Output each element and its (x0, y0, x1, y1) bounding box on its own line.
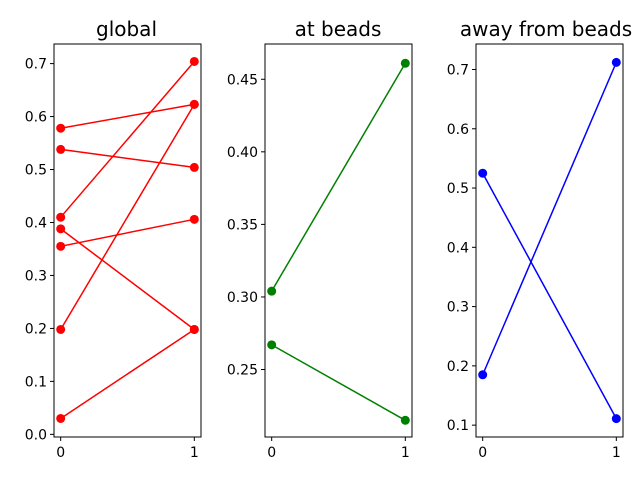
x-tick-label-away-from-beads: 0 (478, 445, 487, 461)
data-point-global (56, 241, 66, 251)
data-point-at-beads (267, 340, 277, 350)
series-line-global (60, 148, 195, 169)
y-tick-label-global: 0.1 (25, 374, 47, 390)
y-tick-label-global: 0.6 (25, 110, 47, 126)
x-tick-label-at-beads: 1 (401, 445, 410, 461)
y-tick-label-global: 0.0 (25, 427, 47, 443)
data-point-global (189, 56, 199, 66)
data-point-away-from-beads (611, 414, 621, 424)
data-point-global (56, 324, 66, 334)
data-point-away-from-beads (611, 57, 621, 67)
y-tick-label-global: 0.3 (25, 268, 47, 284)
plot-area-global (56, 56, 199, 423)
data-point-global (189, 324, 199, 334)
series-line-global (60, 103, 195, 129)
y-tick-label-at-beads: 0.40 (227, 145, 258, 161)
y-tick-label-away-from-beads: 0.6 (447, 122, 469, 138)
x-tick-label-global: 1 (190, 445, 199, 461)
series-line-global (60, 103, 195, 330)
subplot-title-global: global (96, 17, 157, 41)
y-tick-label-global: 0.5 (25, 163, 47, 179)
x-tick-label-global: 0 (56, 445, 65, 461)
series-line-global (60, 228, 195, 331)
series-line-away-from-beads (481, 62, 618, 376)
data-point-global (189, 214, 199, 224)
series-line-at-beads (271, 62, 406, 292)
axes-frame-away-from-beads (475, 43, 624, 438)
subplot-title-at-beads: at beads (295, 17, 382, 41)
y-tick-label-away-from-beads: 0.7 (447, 62, 469, 78)
data-point-at-beads (267, 286, 277, 296)
data-point-at-beads (400, 415, 410, 425)
plot-area-at-beads (267, 58, 410, 425)
data-point-global (56, 144, 66, 154)
subplot-global: global 0.0 0.1 0.2 0.3 0.4 0.5 0.6 0.7 0 1 (25, 17, 202, 461)
y-tick-label-at-beads: 0.30 (227, 290, 258, 306)
y-tick-label-at-beads: 0.25 (227, 363, 258, 379)
series-line-global (60, 218, 195, 248)
data-point-away-from-beads (478, 168, 488, 178)
data-point-global (56, 212, 66, 222)
data-point-global (189, 162, 199, 172)
data-point-away-from-beads (478, 370, 488, 380)
y-tick-label-away-from-beads: 0.1 (447, 418, 469, 434)
axes-frame-at-beads (264, 43, 413, 438)
data-point-at-beads (400, 58, 410, 68)
subplot-at-beads: at beads 0.25 0.30 0.35 0.40 0.45 0 1 (227, 17, 413, 461)
data-point-global (189, 99, 199, 109)
y-tick-label-global: 0.7 (25, 57, 47, 73)
series-line-away-from-beads (482, 172, 617, 419)
data-point-global (56, 413, 66, 423)
y-tick-label-global: 0.2 (25, 321, 47, 337)
y-tick-label-away-from-beads: 0.3 (447, 300, 469, 316)
series-line-global (60, 60, 195, 218)
axes-frame-global (53, 43, 202, 438)
y-tick-label-at-beads: 0.45 (227, 72, 258, 88)
x-tick-label-at-beads: 0 (267, 445, 276, 461)
y-tick-label-at-beads: 0.35 (227, 217, 258, 233)
subplot-title-away-from-beads: away from beads (460, 17, 632, 41)
plot-area-away-from-beads (478, 57, 621, 424)
y-tick-label-away-from-beads: 0.2 (447, 359, 469, 375)
subplot-away-from-beads: away from beads 0.1 0.2 0.3 0.4 0.5 0.6 0.7 0 1 (447, 17, 632, 461)
y-tick-label-global: 0.4 (25, 215, 47, 231)
y-tick-label-away-from-beads: 0.5 (447, 181, 469, 197)
series-line-global (60, 328, 195, 420)
y-tick-label-away-from-beads: 0.4 (447, 240, 469, 256)
x-tick-label-away-from-beads: 1 (612, 445, 621, 461)
data-point-global (56, 123, 66, 133)
data-point-global (56, 224, 66, 234)
series-line-at-beads (271, 344, 406, 421)
